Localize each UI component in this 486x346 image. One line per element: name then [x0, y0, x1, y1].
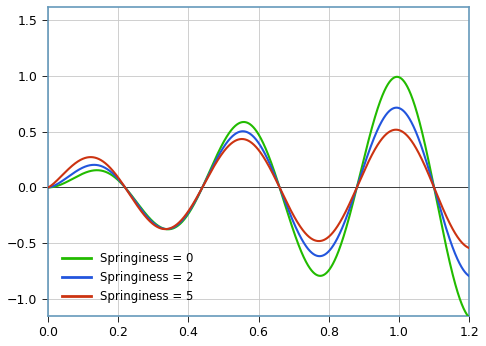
Legend: Springiness = 0, Springiness = 2, Springiness = 5: Springiness = 0, Springiness = 2, Spring…	[58, 249, 197, 307]
